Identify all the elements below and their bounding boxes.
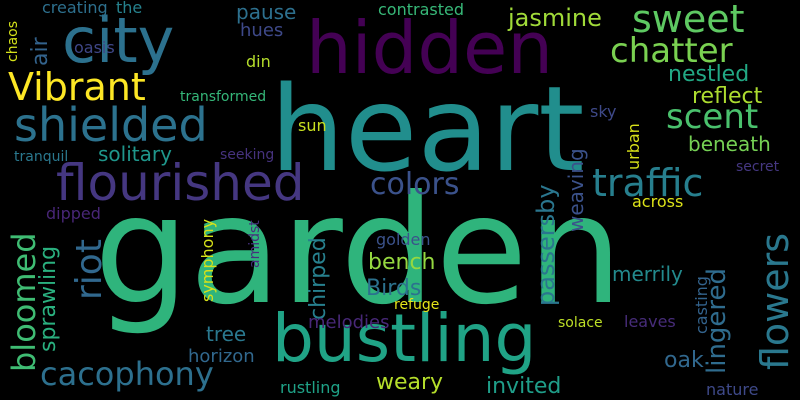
word-oasis: oasis bbox=[74, 38, 115, 57]
word-transformed: transformed bbox=[180, 89, 267, 105]
word-air: air bbox=[28, 37, 53, 66]
word-dipped: dipped bbox=[46, 204, 101, 223]
word-horizon: horizon bbox=[188, 346, 255, 367]
word-casting: casting bbox=[692, 276, 711, 334]
word-scent: scent bbox=[666, 97, 759, 137]
word-merrily: merrily bbox=[612, 262, 683, 286]
word-garden: garden bbox=[94, 164, 623, 338]
word-weaving: weaving bbox=[564, 148, 588, 232]
word-melodies: melodies bbox=[308, 312, 390, 333]
word-sweet: sweet bbox=[632, 0, 745, 41]
word-sun: sun bbox=[298, 116, 327, 135]
word-sky: sky bbox=[590, 102, 617, 121]
word-refuge: refuge bbox=[394, 297, 440, 313]
word-creating: creating bbox=[42, 0, 108, 17]
word-chaos: chaos bbox=[5, 20, 21, 62]
word-Birds: Birds bbox=[366, 276, 422, 301]
word-colors: colors bbox=[370, 167, 460, 202]
word-solitary: solitary bbox=[98, 142, 172, 166]
word-oak: oak bbox=[664, 348, 704, 373]
word-nature: nature bbox=[706, 380, 759, 399]
word-bench: bench bbox=[368, 250, 436, 275]
word-passersby: passersby bbox=[532, 184, 560, 306]
word-leaves: leaves bbox=[624, 312, 676, 331]
word-flourished: flourished bbox=[56, 154, 305, 212]
word-din: din bbox=[246, 52, 271, 71]
word-jasmine: jasmine bbox=[508, 4, 602, 32]
word-solace: solace bbox=[558, 315, 603, 331]
word-symphony: symphony bbox=[198, 218, 217, 302]
word-tree: tree bbox=[206, 322, 247, 346]
word-amidst: amidst bbox=[247, 220, 263, 268]
word-weary: weary bbox=[376, 370, 444, 395]
word-hues: hues bbox=[240, 20, 284, 41]
word-bustling: bustling bbox=[272, 300, 537, 377]
word-contrasted: contrasted bbox=[378, 0, 464, 19]
word-urban: urban bbox=[624, 123, 643, 170]
word-cacophony: cacophony bbox=[40, 355, 214, 393]
word-secret: secret bbox=[736, 159, 780, 175]
word-heart: heart bbox=[270, 60, 585, 198]
word-nestled: nestled bbox=[668, 62, 750, 87]
word-chatter: chatter bbox=[610, 31, 733, 71]
word-sprawling: sprawling bbox=[36, 245, 61, 352]
word-invited: invited bbox=[486, 374, 562, 399]
word-golden: golden bbox=[376, 230, 431, 249]
word-the: the bbox=[116, 0, 143, 17]
word-hidden: hidden bbox=[306, 6, 553, 90]
word-rustling: rustling bbox=[280, 378, 341, 397]
word-pause: pause bbox=[236, 0, 297, 24]
word-chirped: chirped bbox=[306, 237, 331, 320]
word-tranquil: tranquil bbox=[14, 149, 69, 165]
word-flowers: flowers bbox=[753, 232, 797, 370]
word-reflect: reflect bbox=[692, 84, 763, 109]
word-shielded: shielded bbox=[14, 98, 208, 152]
word-Vibrant: Vibrant bbox=[8, 65, 146, 109]
word-seeking: seeking bbox=[220, 147, 275, 163]
word-city: city bbox=[62, 4, 175, 77]
word-traffic: traffic bbox=[592, 161, 704, 205]
word-riot: riot bbox=[69, 239, 110, 300]
word-across: across bbox=[632, 192, 684, 211]
word-beneath: beneath bbox=[688, 132, 771, 156]
